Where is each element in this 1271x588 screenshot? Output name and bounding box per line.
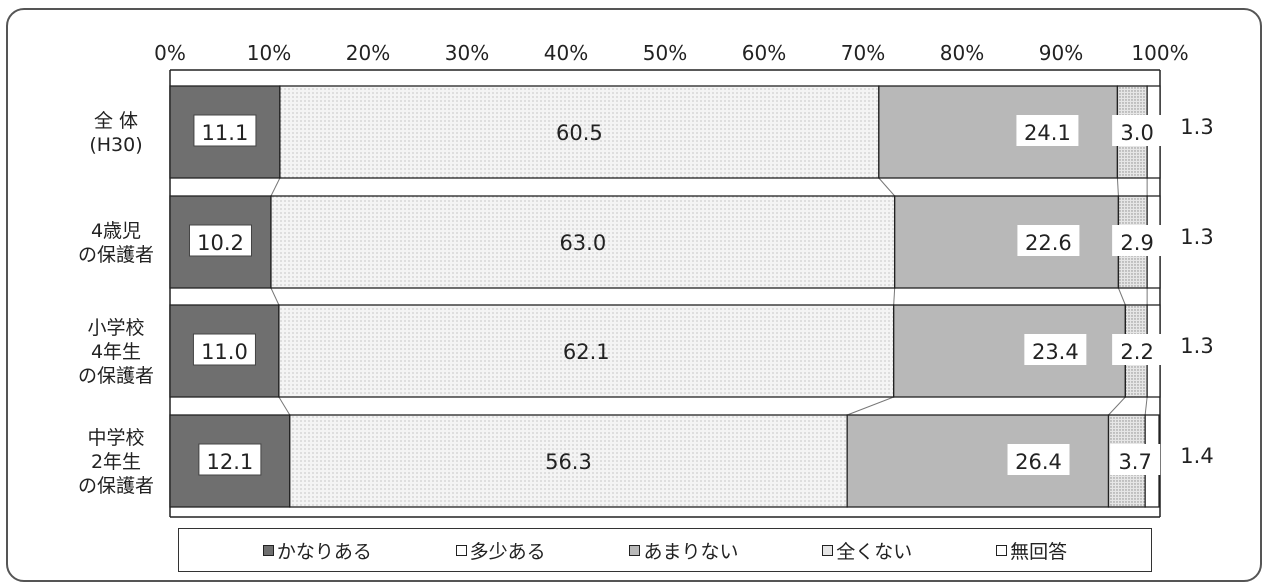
bar-value-label: 22.6 [1025,231,1072,255]
bar-value-label: 23.4 [1032,340,1079,364]
series-connector-line [1116,177,1119,197]
legend-item: 多少ある [455,537,546,564]
bar-value-label: 62.1 [563,340,610,364]
series-connector-line [270,177,281,197]
legend-swatch [455,544,467,556]
value-label-box [188,224,252,257]
value-label-box [193,114,257,147]
x-tick-label: 0% [154,41,186,65]
series-connector-line [1108,396,1126,416]
series-connector-line [278,396,291,416]
legend-label: かなりある [276,540,372,563]
value-label-box [1024,334,1087,365]
legend-label: 無回答 [1010,540,1068,563]
x-tick-label: 90% [1039,41,1083,65]
bar-value-label: 2.2 [1120,340,1153,364]
bar-segment [279,85,880,179]
legend-swatch [262,544,274,556]
bar-segment [893,304,1127,398]
legend-item: あまりない [629,537,738,564]
x-tick-label: 50% [643,41,687,65]
category-label: 全 体(H30) [89,110,142,156]
bar-value-label: 3.0 [1120,121,1153,145]
legend-label: 全くない [836,540,913,563]
category-label: 中学校 2年生の保護者 [78,427,154,497]
bar-value-label: 2.9 [1120,231,1153,255]
bar-value-label: 60.5 [556,121,603,145]
bar-segment [894,195,1120,289]
legend-label: 多少ある [469,540,546,563]
bar-segment [878,85,1119,179]
bar-value-label: 56.3 [545,450,592,474]
legend-label: あまりない [643,540,739,563]
outside-value-label: 1.3 [1180,115,1213,139]
legend-swatch [629,544,641,556]
legend-item: 無回答 [996,537,1067,564]
x-tick-label: 10% [247,41,291,65]
legend-item: かなりある [262,537,372,564]
bar-value-label: 24.1 [1024,121,1071,145]
bar-segment [289,414,848,508]
x-tick-label: 100% [1131,41,1188,65]
value-label-box [1017,225,1080,256]
bar-segment [270,195,896,289]
value-label-box [1112,225,1163,256]
value-label-box [1016,115,1079,146]
series-connector-line [878,177,896,197]
value-label-box [192,333,256,366]
x-tick-label: 60% [742,41,786,65]
x-tick-label: 70% [841,41,885,65]
value-label-box [1112,115,1163,146]
bar-segment [169,195,272,289]
outside-value-label: 1.4 [1180,444,1213,468]
series-connector-line [1117,287,1126,306]
outside-value-label: 1.3 [1180,334,1213,358]
bar-value-label: 11.1 [202,121,249,145]
category-label: 小学校 4年生の保護者 [78,317,154,387]
bar-value-label: 11.0 [201,340,248,364]
value-label-box [1112,334,1163,365]
x-tick-label: 80% [940,41,984,65]
category-label: 4歳児の保護者 [78,220,154,266]
series-connector-line [893,287,896,306]
legend-item: 全くない [822,537,912,564]
x-tick-label: 40% [544,41,588,65]
bar-value-label: 26.4 [1015,450,1062,474]
legend-swatch [996,544,1008,556]
legend: かなりある 多少ある あまりない 全くない 無回答 [178,528,1152,572]
value-label-box [1110,444,1161,475]
bar-segment [278,304,895,398]
bar-value-label: 3.7 [1118,450,1151,474]
bar-value-label: 63.0 [559,231,606,255]
series-connector-line [270,287,280,306]
value-label-box [198,443,262,476]
outside-value-label: 1.3 [1180,225,1213,249]
x-tick-label: 30% [445,41,489,65]
series-connector-line [846,396,894,416]
value-label-box [1007,444,1070,475]
bar-value-label: 12.1 [207,450,254,474]
legend-swatch [822,544,834,556]
series-connector-line [1144,396,1148,416]
bar-value-label: 10.2 [197,231,244,255]
x-tick-label: 20% [346,41,390,65]
